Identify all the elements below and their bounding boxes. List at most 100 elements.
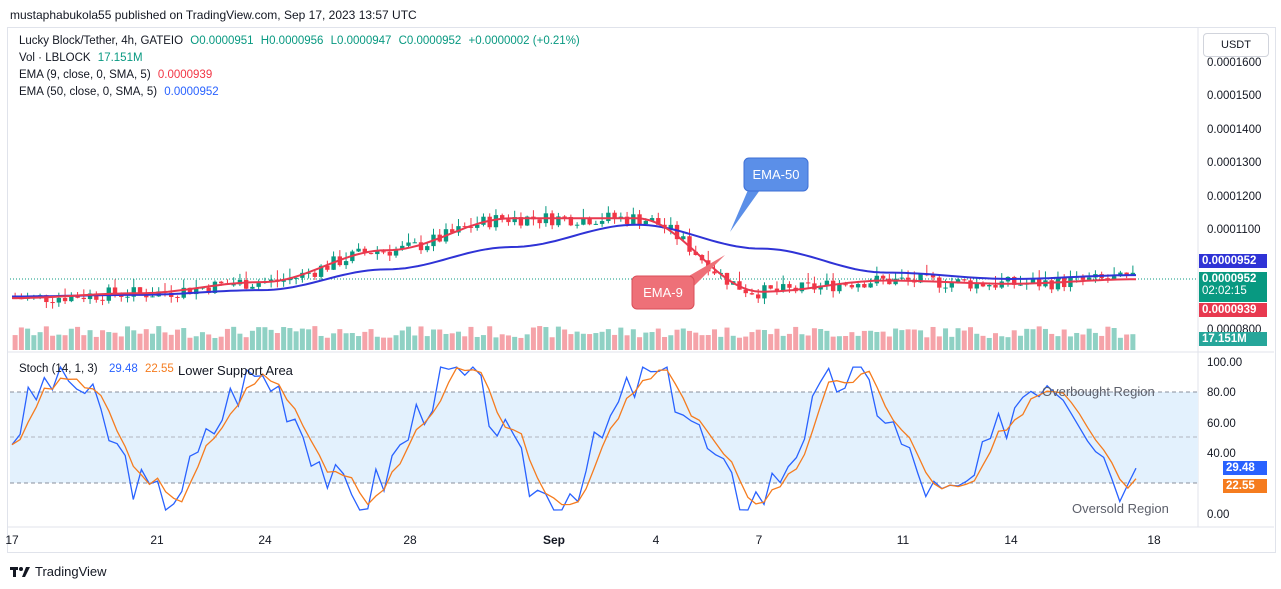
volume-bar <box>905 329 911 350</box>
candle-body <box>899 277 905 279</box>
candle-body <box>194 287 199 295</box>
volume-bar <box>81 335 87 350</box>
volume-bar <box>156 326 162 350</box>
volume-bar <box>306 329 312 350</box>
stoch-axis: 100.00 80.00 60.00 40.00 0.00 <box>1207 357 1242 521</box>
volume-bar <box>237 333 243 350</box>
volume-bar <box>943 328 949 350</box>
volume-bar <box>630 329 636 350</box>
volume-bar <box>287 328 293 350</box>
volume-bar <box>886 336 892 350</box>
volume-bar <box>131 330 137 350</box>
volume-bar <box>524 334 530 350</box>
last-price-value: 0.0000952 <box>1202 273 1257 285</box>
candle-body <box>556 216 561 226</box>
volume-bar <box>249 330 255 350</box>
volume-bar <box>462 336 468 350</box>
candle-body <box>568 216 574 226</box>
volume-bar <box>505 335 511 350</box>
volume-bar <box>999 336 1005 350</box>
volume-bar <box>880 331 886 350</box>
volume-bar <box>243 337 249 350</box>
volume-bar <box>349 332 355 350</box>
candle-body <box>1018 284 1023 286</box>
candle-body <box>362 248 367 254</box>
volume-bar <box>1017 335 1023 350</box>
volume-bar <box>1061 329 1067 350</box>
volume-bar <box>924 337 930 350</box>
ema50-callout: EMA-50 <box>730 157 809 232</box>
volume-bar <box>331 333 337 350</box>
candle-body <box>1130 272 1136 276</box>
volume-bar <box>799 334 805 350</box>
ema9-line <box>12 217 1136 300</box>
candle-body <box>930 274 936 278</box>
volume-bar <box>736 337 742 350</box>
candle-body <box>649 218 655 221</box>
volume-bar <box>587 334 593 350</box>
ema50-value: 0.0000952 <box>164 86 219 98</box>
volume-label: Vol · LBLOCK <box>19 52 91 64</box>
candle-body <box>606 212 611 222</box>
volume-bar <box>893 328 899 350</box>
volume-bar <box>955 328 961 350</box>
volume-bar <box>1042 328 1048 350</box>
candle-body <box>243 279 249 289</box>
volume-bar <box>555 326 561 350</box>
volume-bar <box>374 336 380 350</box>
candle-body <box>743 289 748 294</box>
candle-body <box>131 287 136 297</box>
currency-button[interactable]: USDT <box>1203 33 1269 57</box>
candle-body <box>862 284 867 288</box>
candle-body <box>918 274 923 283</box>
volume-bar <box>980 335 986 350</box>
volume-bar <box>493 337 499 350</box>
volume-bar <box>487 326 493 350</box>
volume-bar <box>961 330 967 350</box>
volume-bar <box>618 327 624 350</box>
price-tick: 0.0001200 <box>1207 191 1261 203</box>
candle-body <box>768 285 773 289</box>
time-tick: 11 <box>897 533 910 547</box>
stoch-k-value: 29.48 <box>109 363 138 375</box>
candle-body <box>712 271 717 274</box>
price-tick: 0.0001600 <box>1207 57 1261 69</box>
tradingview-brand[interactable]: TradingView <box>10 564 107 579</box>
candle-body <box>674 224 680 240</box>
volume-bar <box>755 329 761 350</box>
volume-bar <box>431 329 436 350</box>
volume-bar <box>1030 329 1036 350</box>
volume-bar <box>224 328 230 350</box>
candle-body <box>356 248 361 252</box>
volume-bar <box>974 333 980 350</box>
volume-bar <box>455 331 461 350</box>
candle-body <box>562 216 567 218</box>
published-caption: mustaphabukola55 published on TradingVie… <box>10 8 417 22</box>
volume-bar <box>624 335 630 350</box>
low-value: L0.0000947 <box>330 35 392 47</box>
candle-body <box>318 265 324 277</box>
candle-body <box>880 275 886 279</box>
volume-bar <box>324 337 330 350</box>
stoch-tick: 100.00 <box>1207 357 1242 369</box>
volume-bar <box>637 337 643 350</box>
time-tick: Sep <box>543 533 565 547</box>
volume-bar <box>662 336 668 350</box>
volume-bar <box>993 333 998 350</box>
volume-bar <box>56 334 62 350</box>
candle-body <box>462 226 467 228</box>
last-price-tag: 0.0000952 02:02:15 <box>1199 272 1267 302</box>
volume-bar <box>855 335 861 350</box>
volume-bar <box>1105 326 1111 350</box>
candle-body <box>393 249 399 256</box>
candle-body <box>493 215 499 228</box>
volume-bar <box>1117 337 1123 350</box>
stoch-tick: 0.00 <box>1207 509 1229 521</box>
volume-bar <box>137 333 143 350</box>
ema50-legend: EMA (50, close, 0, SMA, 5) 0.0000952 <box>19 86 223 98</box>
ema9-label: EMA (9, close, 0, SMA, 5) <box>19 69 151 81</box>
candle-body <box>1012 276 1017 285</box>
volume-bar <box>212 337 218 350</box>
candle-body <box>849 285 855 288</box>
volume-bar <box>499 334 505 350</box>
